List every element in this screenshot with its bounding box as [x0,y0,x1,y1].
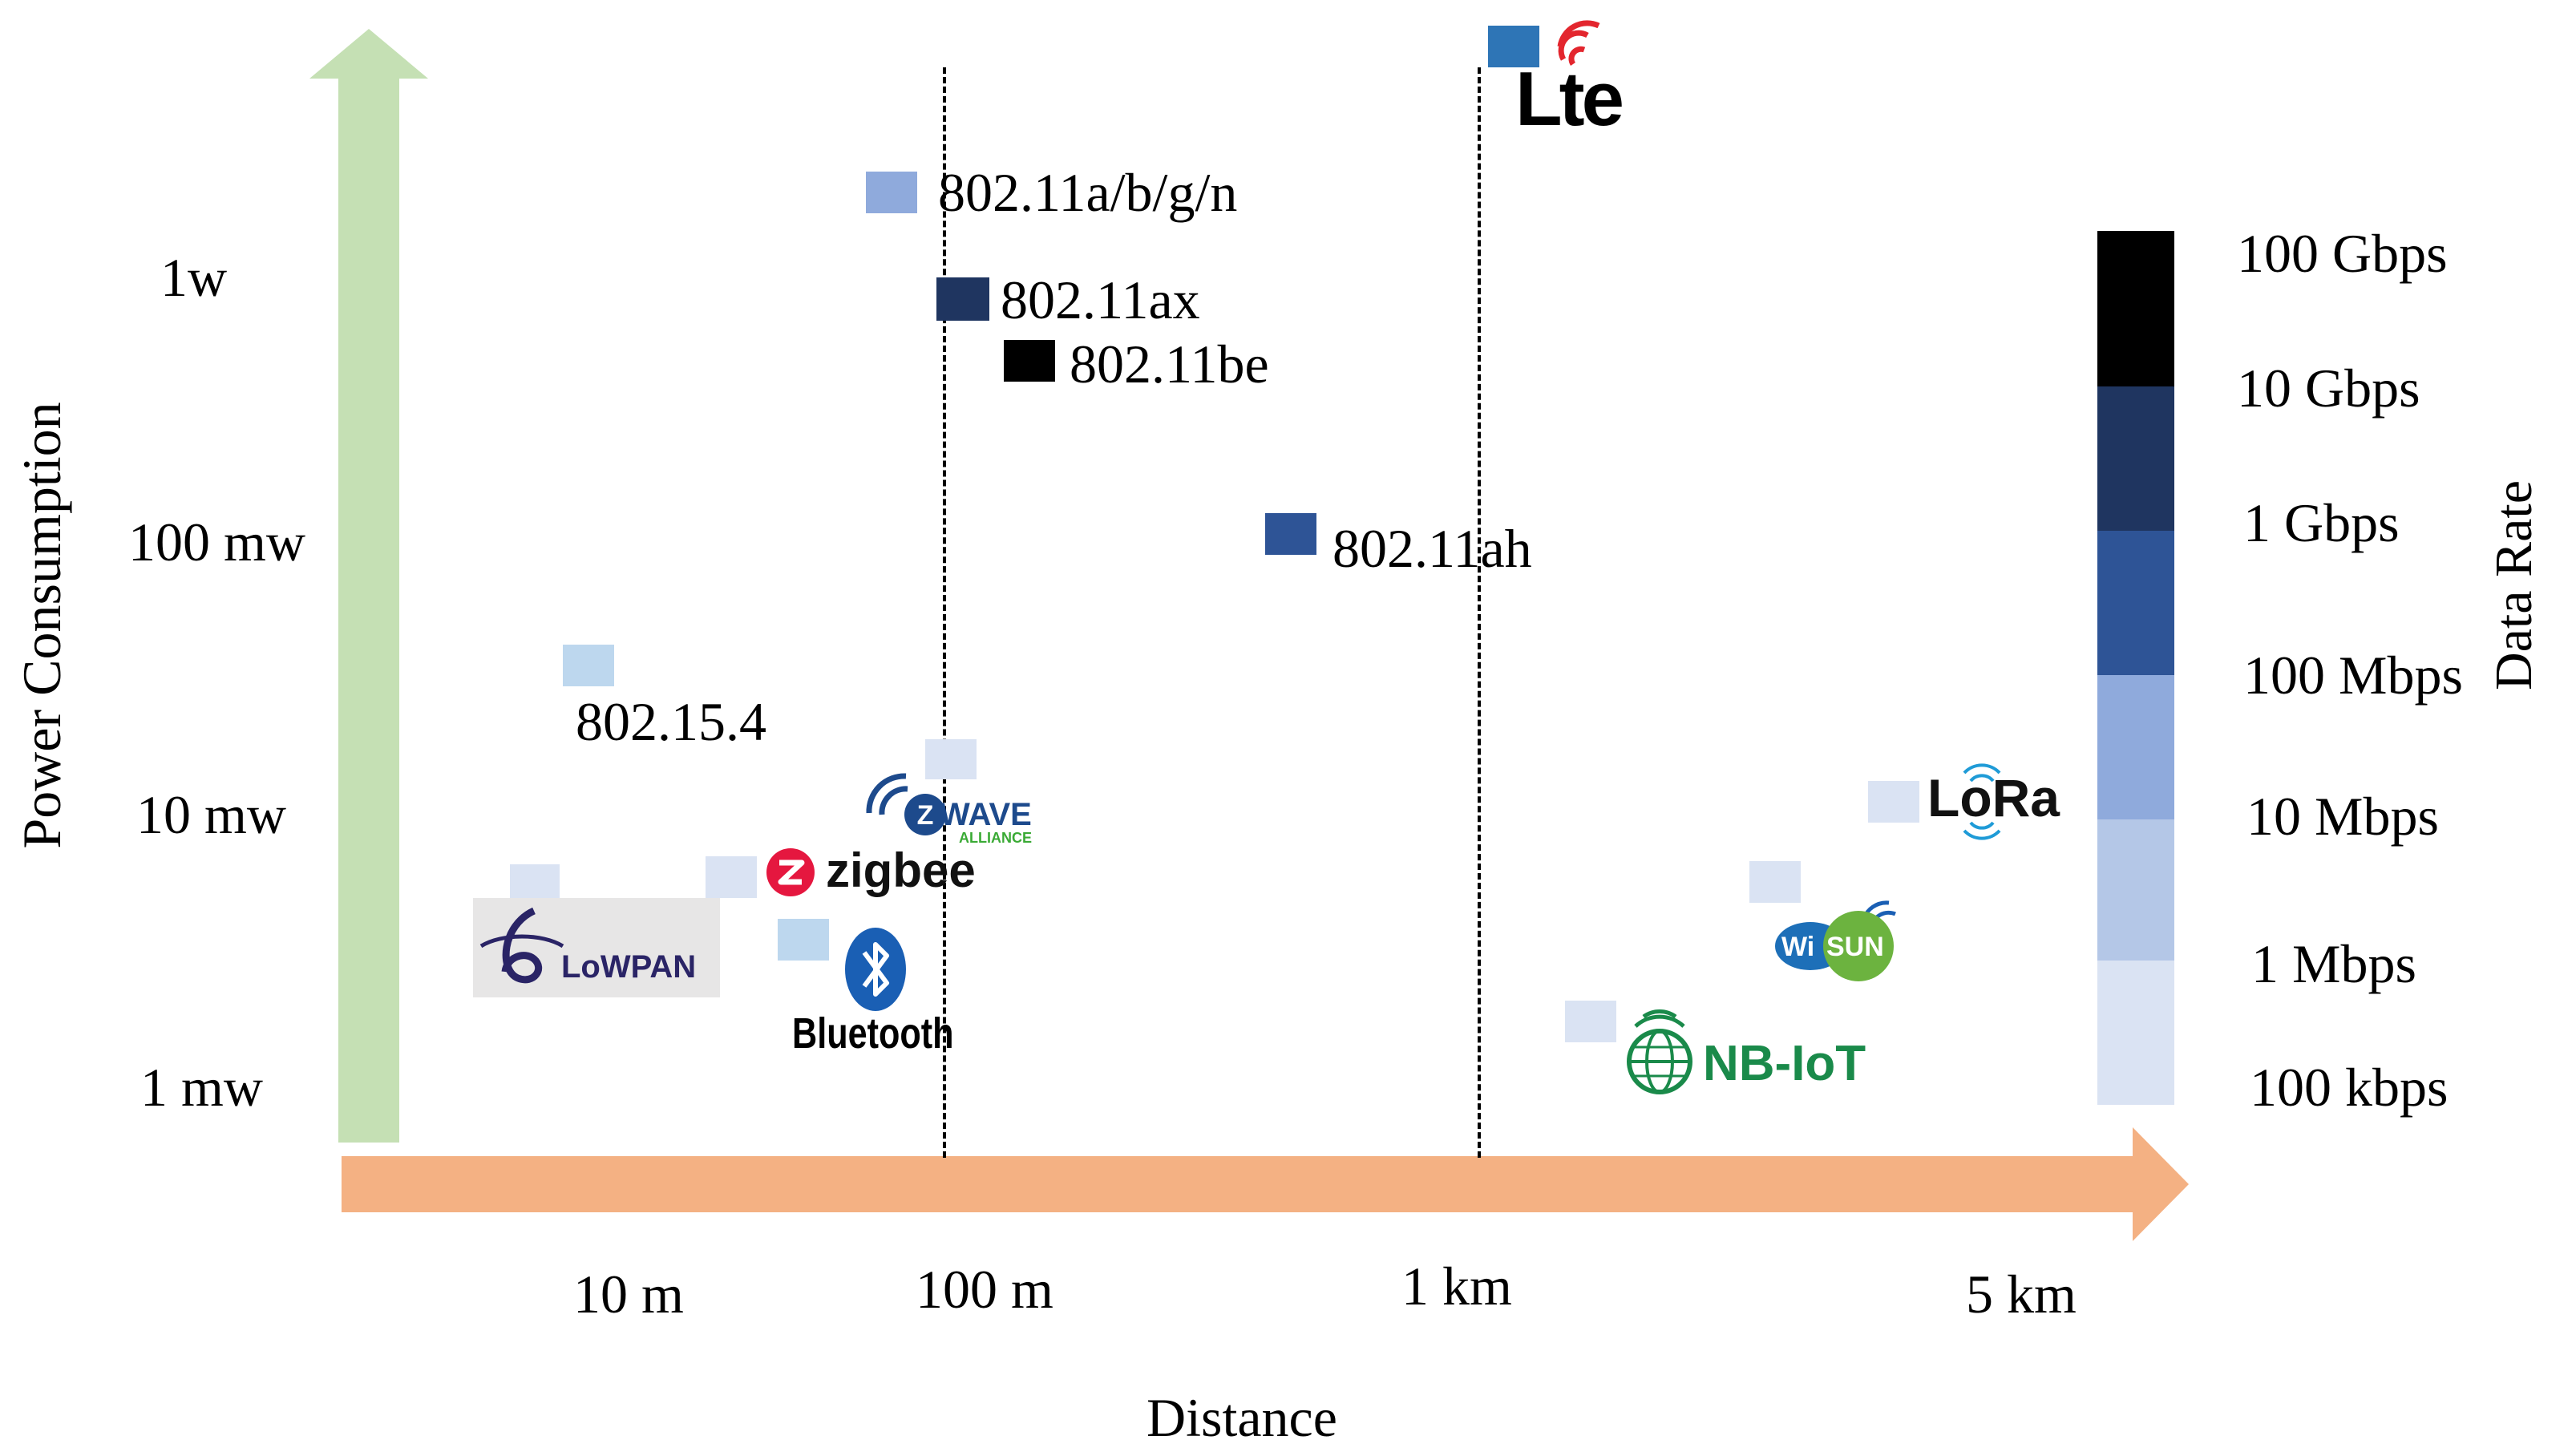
boundary-100m-line [943,67,946,1158]
y-tick-1mw: 1 mw [140,1057,263,1118]
wisun-logo-text-b: SUN [1826,932,1884,962]
colorbar-label-10gbps: 10 Gbps [2237,358,2420,419]
colorbar-label-1gbps: 1 Gbps [2243,492,2400,553]
wisun-logo [1775,900,1896,981]
wifi-ah-marker [1265,513,1316,555]
nbiot-globe-icon [1627,1009,1692,1094]
zigbee-marker [706,856,757,898]
colorbar-segment-2 [2097,386,2174,531]
lora-marker [1868,781,1919,823]
colorbar-title: Data Rate [2485,479,2543,691]
boundary-1km-line [1478,67,1481,1158]
wifi-ax-label: 802.11ax [1001,269,1200,330]
bluetooth-icon [845,928,906,1011]
lte-logo: Lte [1515,56,1624,142]
wifi-be-label: 802.11be [1070,334,1269,394]
colorbar-label-100mbps: 100 Mbps [2243,645,2463,706]
zwave-icon: Z [866,773,946,835]
ieee-802154-label: 802.15.4 [576,691,766,752]
zigbee-icon [766,848,815,896]
colorbar-segment-1 [2097,231,2174,386]
bluetooth-logo-text: Bluetooth [792,1009,954,1058]
lora-waves-icon [1963,763,2001,840]
svg-text:Z: Z [917,800,934,831]
wifi-abgn-marker [866,172,917,213]
distance-arrow [342,1127,2189,1241]
y-tick-1w: 1w [160,247,228,308]
lowpan-icon [479,907,564,984]
colorbar-segment-4 [2097,675,2174,819]
colorbar-label-1mbps: 1 Mbps [2251,933,2416,994]
x-tick-1km: 1 km [1401,1256,1512,1317]
wisun-logo-text-a: Wi [1781,932,1815,962]
zwave-logo-text: WAVE [940,797,1032,832]
x-tick-5km: 5 km [1966,1264,2077,1325]
wifi-ah-label: 802.11ah [1332,518,1532,579]
wifi-ax-marker [936,277,989,321]
colorbar-label-100kbps: 100 kbps [2250,1057,2449,1118]
x-axis-title: Distance [1146,1387,1337,1448]
colorbar-segment-6 [2097,961,2174,1105]
lte-signal-icon [1557,20,1600,66]
lowpan-marker [510,864,560,904]
lora-logo-text: LoRa [1927,768,2060,827]
nbiot-marker [1565,1001,1616,1042]
zwave-logo-sub: ALLIANCE [959,830,1032,846]
bluetooth-marker [778,919,829,961]
ieee-802154-marker [563,645,614,686]
colorbar-label-10mbps: 10 Mbps [2246,786,2439,847]
zigbee-logo-text: zigbee [826,843,976,897]
lowpan-logo-text: LoWPAN [561,949,697,985]
lte-marker [1488,26,1539,67]
x-tick-100m: 100 m [916,1259,1053,1320]
colorbar-segment-5 [2097,819,2174,961]
power-consumption-arrow [309,29,428,1143]
y-axis-title: Power Consumption [11,402,72,849]
wisun-marker [1749,861,1801,903]
y-tick-10mw: 10 mw [136,784,286,845]
wifi-abgn-label: 802.11a/b/g/n [938,162,1238,223]
lowpan-logo-box [473,898,720,997]
wifi-be-marker [1004,340,1055,382]
nbiot-logo-text: NB-IoT [1703,1036,1866,1091]
zwave-marker [925,739,977,779]
colorbar-label-100gbps: 100 Gbps [2237,223,2448,284]
colorbar-segment-3 [2097,531,2174,675]
y-tick-100mw: 100 mw [128,512,305,572]
x-tick-10m: 10 m [573,1264,684,1325]
